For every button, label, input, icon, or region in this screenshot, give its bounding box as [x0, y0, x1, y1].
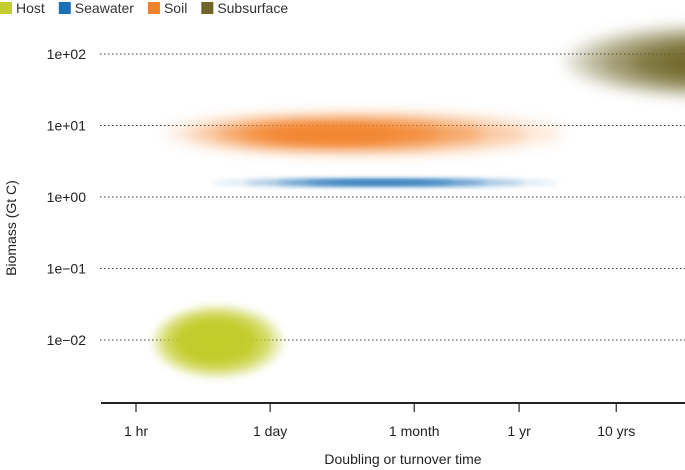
legend-label-seawater: Seawater [75, 0, 134, 16]
cloud-host [153, 305, 283, 378]
y-axis-title: Biomass (Gt C) [3, 180, 19, 276]
cloud-layer [660, 51, 685, 74]
x-tick-label: 1 hr [124, 423, 148, 439]
y-tick-label: 1e+01 [47, 118, 87, 134]
legend-label-subsurface: Subsurface [217, 0, 288, 16]
cloud-layer [185, 324, 244, 357]
gridlines [100, 53, 685, 341]
cloud-layer [267, 127, 395, 141]
x-tick-label: 1 day [253, 423, 287, 439]
legend-label-soil: Soil [164, 0, 187, 16]
data-clouds [153, 25, 685, 378]
x-tick-label: 10 yrs [597, 423, 635, 439]
y-tick-label: 1e−02 [47, 332, 87, 348]
cloud-subsurface [565, 25, 685, 97]
cloud-seawater [211, 178, 560, 187]
y-tick-label: 1e+02 [47, 46, 87, 62]
y-tick-label: 1e+00 [47, 189, 87, 205]
legend-label-host: Host [16, 0, 45, 16]
legend-swatch-soil [147, 2, 160, 14]
legend-swatch-subsurface [201, 2, 214, 14]
legend-swatch-seawater [58, 2, 71, 14]
x-tick-label: 1 month [389, 423, 440, 439]
cloud-layer [630, 42, 685, 82]
cloud-layer [307, 180, 454, 185]
legend-swatch-host [0, 2, 12, 14]
legend: Host Seawater Soil Subsurface [0, 0, 288, 16]
y-tick-labels: 1e−02 1e−01 1e+00 1e+01 1e+02 [47, 46, 87, 348]
cloud-soil [165, 112, 564, 154]
x-tick-label: 1 yr [507, 423, 531, 439]
x-axis-title: Doubling or turnover time [324, 451, 481, 467]
y-tick-label: 1e−01 [47, 261, 87, 277]
